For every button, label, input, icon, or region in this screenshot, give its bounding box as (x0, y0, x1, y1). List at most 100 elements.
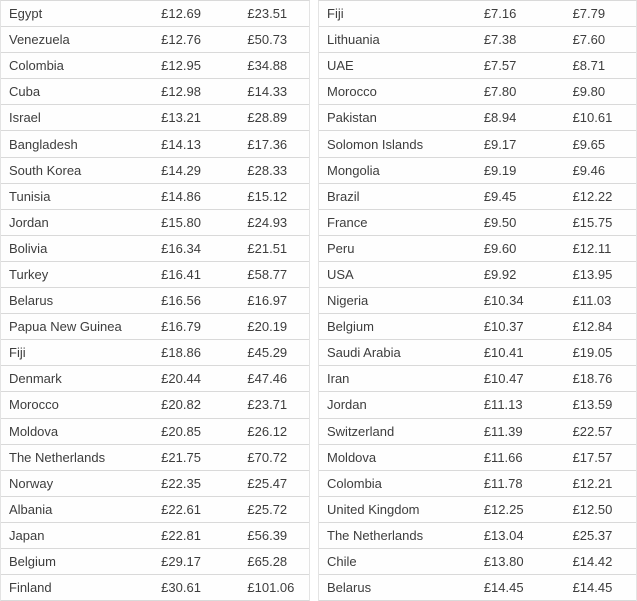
price-cell: £26.12 (247, 423, 288, 439)
table-row: United Kingdom £12.25 £12.50 (319, 497, 636, 523)
country-cell: Belgium (327, 319, 374, 335)
price-cell: £17.57 (572, 449, 613, 465)
country-cell: Venezuela (9, 32, 70, 48)
table-row: Bangladesh £14.13 £17.36 (1, 131, 309, 158)
table-row: Norway £22.35 £25.47 (1, 471, 309, 497)
table-row: Denmark £20.44 £47.46 (1, 366, 309, 393)
table-row: Belarus £14.45 £14.45 (319, 575, 636, 601)
price-cell: £9.46 (572, 162, 606, 178)
price-cell: £12.98 (161, 84, 201, 100)
country-cell: Fiji (9, 345, 26, 361)
country-cell: Denmark (9, 371, 62, 387)
country-cell: Cuba (9, 84, 41, 100)
country-cell: Albania (9, 501, 53, 517)
price-cell: £7.38 (483, 32, 517, 48)
price-cell: £50.73 (247, 32, 288, 48)
price-cell: £14.45 (483, 580, 524, 596)
price-cell: £12.84 (572, 319, 613, 335)
price-cell: £12.21 (572, 475, 613, 491)
price-cell: £34.88 (247, 58, 288, 74)
price-cell: £21.51 (247, 240, 288, 256)
price-cell: £16.79 (161, 319, 201, 335)
table-row: The Netherlands £21.75 £70.72 (1, 445, 309, 471)
price-cell: £18.76 (572, 371, 613, 387)
country-cell: Finland (9, 580, 52, 596)
table-row: Switzerland £11.39 £22.57 (319, 419, 636, 445)
price-cell: £14.86 (161, 188, 201, 204)
price-cell: £70.72 (247, 449, 288, 465)
country-cell: France (327, 214, 368, 230)
price-cell: £22.57 (572, 423, 613, 439)
price-cell: £10.47 (483, 371, 524, 387)
table-row: Lithuania £7.38 £7.60 (319, 27, 636, 54)
price-cell: £13.80 (483, 554, 524, 570)
price-cell: £14.29 (161, 162, 201, 178)
price-cell: £20.85 (161, 423, 201, 439)
price-cell: £9.92 (483, 266, 517, 282)
price-cell: £17.36 (247, 136, 288, 152)
price-cell: £47.46 (247, 371, 288, 387)
table-row: USA £9.92 £13.95 (319, 262, 636, 289)
price-cell: £13.95 (572, 266, 613, 282)
country-cell: Turkey (9, 266, 49, 282)
price-cell: £9.80 (572, 84, 606, 100)
price-cell: £16.97 (247, 293, 288, 309)
price-cell: £9.60 (483, 240, 517, 256)
table-row: Fiji £7.16 £7.79 (319, 1, 636, 28)
table-row: Tunisia £14.86 £15.12 (1, 184, 309, 210)
country-cell: Brazil (327, 188, 360, 204)
country-cell: The Netherlands (327, 527, 424, 543)
table-row: The Netherlands £13.04 £25.37 (319, 523, 636, 549)
price-cell: £7.60 (572, 32, 606, 48)
country-cell: United Kingdom (327, 501, 420, 517)
price-cell: £11.13 (483, 397, 523, 413)
country-cell: Chile (327, 554, 357, 570)
country-cell: Jordan (327, 397, 367, 413)
table-row: Solomon Islands £9.17 £9.65 (319, 131, 636, 158)
country-cell: Lithuania (327, 32, 380, 48)
table-row: Nigeria £10.34 £11.03 (319, 288, 636, 315)
price-cell: £18.86 (161, 345, 201, 361)
price-cell: £101.06 (247, 580, 295, 596)
price-cell: £28.33 (247, 162, 288, 178)
price-cell: £14.13 (161, 136, 201, 152)
country-cell: Iran (327, 371, 350, 387)
price-cell: £25.37 (572, 527, 613, 543)
price-cell: £45.29 (247, 345, 288, 361)
price-cell: £16.41 (161, 266, 201, 282)
country-cell: Morocco (327, 84, 377, 100)
table-row: Brazil £9.45 £12.22 (319, 184, 636, 210)
country-cell: Moldova (9, 423, 59, 439)
table-row: Jordan £15.80 £24.93 (1, 210, 309, 236)
price-cell: £12.22 (572, 188, 613, 204)
price-cell: £56.39 (247, 527, 288, 543)
country-cell: Nigeria (327, 293, 369, 309)
price-cell: £15.12 (247, 188, 288, 204)
table-row: Egypt £12.69 £23.51 (1, 1, 309, 28)
table-row: Mongolia £9.19 £9.46 (319, 158, 636, 184)
price-cell: £8.94 (483, 110, 517, 126)
price-cell: £16.34 (161, 240, 201, 256)
price-cell: £11.66 (483, 449, 523, 465)
price-cell: £7.80 (483, 84, 517, 100)
table-row: Cuba £12.98 £14.33 (1, 79, 309, 106)
price-cell: £7.57 (483, 58, 517, 74)
country-cell: Morocco (9, 397, 59, 413)
table-row: Chile £13.80 £14.42 (319, 549, 636, 576)
country-cell: Saudi Arabia (327, 345, 401, 361)
price-cell: £9.45 (483, 188, 517, 204)
table-row: Pakistan £8.94 £10.61 (319, 105, 636, 132)
table-row: UAE £7.57 £8.71 (319, 53, 636, 80)
price-cell: £14.45 (572, 580, 613, 596)
table-row: Venezuela £12.76 £50.73 (1, 27, 309, 54)
country-cell: Bangladesh (9, 136, 78, 152)
country-cell: Fiji (327, 6, 344, 22)
price-cell: £25.72 (247, 501, 288, 517)
table-row: South Korea £14.29 £28.33 (1, 158, 309, 184)
price-cell: £21.75 (161, 449, 201, 465)
price-cell: £13.59 (572, 397, 613, 413)
price-cell: £7.16 (483, 6, 517, 22)
table-row: France £9.50 £15.75 (319, 210, 636, 236)
table-row: Colombia £11.78 £12.21 (319, 471, 636, 497)
